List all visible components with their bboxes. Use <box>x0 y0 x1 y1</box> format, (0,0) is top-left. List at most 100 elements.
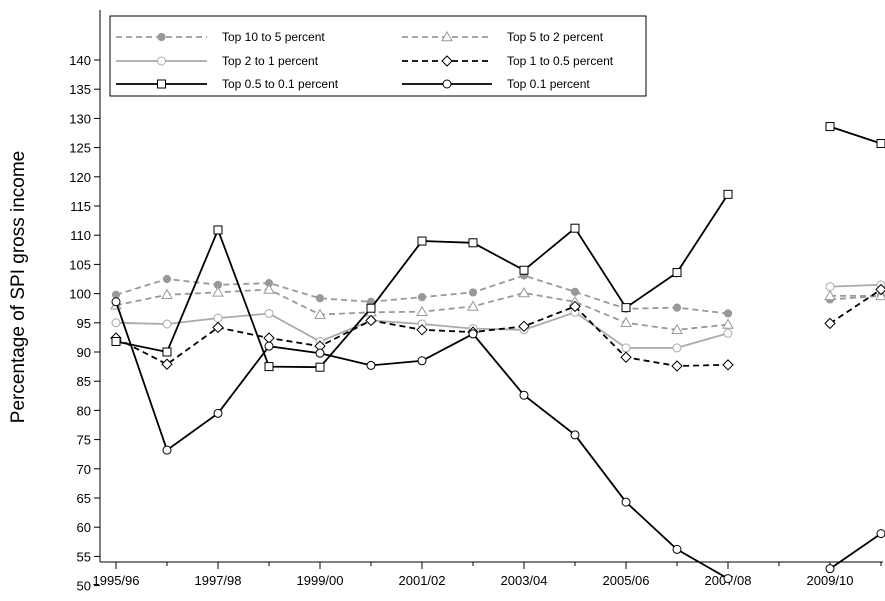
data-point <box>111 318 121 328</box>
y-tick-label: 55 <box>77 549 91 564</box>
x-tick-label: 1995/96 <box>93 573 140 588</box>
data-point <box>416 324 428 336</box>
data-point <box>672 268 682 278</box>
data-point <box>672 303 682 312</box>
legend-item: Top 0.1 percent <box>402 77 590 91</box>
y-tick-label: 65 <box>77 491 91 506</box>
x-tick-label: 2009/10 <box>807 573 854 588</box>
legend-marker <box>441 55 453 67</box>
data-point <box>671 360 683 372</box>
data-point <box>212 286 224 297</box>
data-point <box>111 297 121 307</box>
data-point <box>468 288 478 297</box>
series-line <box>829 288 882 325</box>
y-tick-label: 100 <box>69 287 91 302</box>
data-point <box>416 305 428 316</box>
legend-item: Top 10 to 5 percent <box>116 30 325 44</box>
data-point <box>212 321 224 334</box>
data-point <box>519 265 529 275</box>
y-tick-label: 75 <box>77 433 91 448</box>
series-layer <box>110 122 885 584</box>
data-point <box>569 300 581 313</box>
y-tick-label: 50 <box>77 579 91 594</box>
legend-marker <box>157 56 166 66</box>
data-point <box>825 122 835 132</box>
data-point <box>315 362 325 372</box>
series-line <box>115 193 729 369</box>
legend-marker <box>157 79 166 89</box>
data-point <box>620 351 632 363</box>
series-2 <box>110 283 885 335</box>
data-point <box>161 358 173 370</box>
legend-label: Top 0.5 to 0.1 percent <box>222 77 339 91</box>
axes: 50 55 60 65 70 75 80 85 90 95 100 105 110 115 120 125 13… <box>69 10 883 594</box>
legend-item: Top 1 to 0.5 percent <box>402 54 614 68</box>
data-point <box>723 328 733 338</box>
data-point <box>722 318 734 329</box>
data-point <box>621 343 631 353</box>
series-6 <box>111 297 885 584</box>
y-tick-label: 90 <box>77 345 91 360</box>
data-point <box>264 308 274 318</box>
x-tick-label: 1999/00 <box>297 573 344 588</box>
series-line <box>829 532 882 570</box>
series-line <box>829 125 882 145</box>
data-point <box>264 362 274 372</box>
data-point <box>366 303 376 313</box>
data-point <box>315 294 325 303</box>
data-point <box>876 139 885 149</box>
data-point <box>621 497 631 507</box>
legend-item: Top 2 to 1 percent <box>116 54 319 68</box>
legend-label: Top 5 to 2 percent <box>507 30 604 44</box>
data-point <box>162 347 172 357</box>
y-tick-label: 80 <box>77 403 91 418</box>
data-point <box>264 341 274 351</box>
data-point <box>162 445 172 455</box>
data-point <box>162 319 172 329</box>
data-point <box>468 329 478 339</box>
y-tick-label: 110 <box>70 228 91 243</box>
data-point <box>315 348 325 358</box>
y-tick-label: 115 <box>70 199 91 214</box>
legend-marker <box>442 79 452 89</box>
data-point <box>672 343 682 353</box>
legend-item: Top 0.5 to 0.1 percent <box>116 77 339 91</box>
y-tick-label: 140 <box>69 53 91 68</box>
series-1 <box>111 271 885 318</box>
legend-label: Top 0.1 percent <box>507 77 590 91</box>
y-tick-label: 95 <box>77 316 91 331</box>
legend-label: Top 1 to 0.5 percent <box>507 54 614 68</box>
data-point <box>263 332 275 344</box>
x-tick-label: 2005/06 <box>603 573 650 588</box>
data-point <box>468 238 478 248</box>
series-4 <box>110 283 885 372</box>
data-point <box>162 274 172 284</box>
data-point <box>570 430 580 440</box>
data-point <box>621 303 631 313</box>
data-point <box>723 309 733 318</box>
y-tick-label: 85 <box>77 374 91 389</box>
data-point <box>366 360 376 370</box>
series-line <box>829 283 882 288</box>
legend-label: Top 10 to 5 percent <box>222 30 325 44</box>
data-point <box>722 359 734 371</box>
data-point <box>570 223 580 233</box>
series-5 <box>111 122 885 372</box>
data-point <box>365 314 377 327</box>
data-point <box>824 289 836 301</box>
data-point <box>723 574 733 584</box>
data-point <box>417 293 427 302</box>
y-axis-title: Percentage of SPI gross income <box>8 151 29 423</box>
y-tick-label: 125 <box>69 141 91 156</box>
data-point <box>213 225 223 235</box>
x-tick-label: 2001/02 <box>399 573 446 588</box>
legend-item: Top 5 to 2 percent <box>402 30 604 44</box>
data-point <box>314 308 326 319</box>
data-point <box>263 283 275 294</box>
data-point <box>620 316 632 328</box>
data-point <box>518 287 530 298</box>
legend: Top 10 to 5 percent Top 5 to 2 percent Top… <box>109 15 647 97</box>
legend-marker <box>157 32 166 42</box>
y-tick-label: 60 <box>77 520 91 535</box>
